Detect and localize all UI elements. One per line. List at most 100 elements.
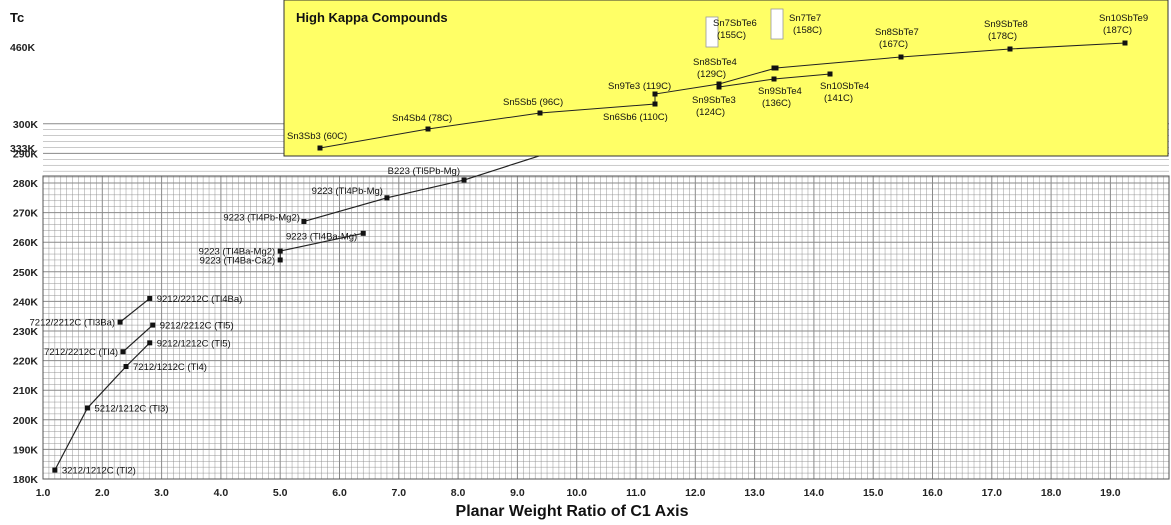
data-point: [120, 349, 126, 355]
data-label: 9223 (Tl4Pb-Mg): [312, 186, 383, 197]
x-tick-label: 14.0: [804, 487, 825, 499]
data-label: 7212/1212C (Tl4): [133, 362, 207, 373]
y-axis-label: Tc: [10, 10, 24, 25]
inset-point: [898, 54, 904, 60]
x-tick-label: 7.0: [391, 487, 406, 499]
y-tick-label: 200K: [13, 415, 39, 427]
inset-label: Sn3Sb3 (60C): [287, 131, 347, 142]
data-label: 7212/2212C (Tl4): [44, 347, 118, 358]
data-label: 5212/1212C (Tl3): [94, 403, 168, 414]
x-tick-label: 15.0: [863, 487, 884, 499]
inset-label: (187C): [1103, 25, 1132, 36]
data-point: [384, 195, 390, 201]
inset-label: (167C): [879, 39, 908, 50]
inset-y-label-bottom: 333K: [10, 143, 36, 155]
data-point: [277, 248, 283, 254]
inset-label: (124C): [696, 107, 725, 118]
x-tick-label: 8.0: [451, 487, 466, 499]
inset-point: [716, 81, 722, 87]
x-tick-label: 10.0: [566, 487, 587, 499]
inset-label: Sn7SbTe6: [713, 18, 757, 29]
inset-point: [771, 65, 777, 71]
main-series-points: 3212/1212C (Tl2) 5212/1212C (Tl3) 7212/121…: [30, 115, 637, 477]
inset-label: Sn9SbTe3: [692, 95, 736, 106]
data-point: [147, 295, 153, 301]
inset-point: [652, 101, 658, 107]
inset-point: [425, 126, 431, 132]
data-point: [301, 218, 307, 224]
x-tick-label: 16.0: [922, 487, 943, 499]
inset-label: Sn10SbTe4: [820, 81, 869, 92]
inset-label: (178C): [988, 31, 1017, 42]
series-line: [122, 324, 154, 353]
inset-label: (129C): [697, 69, 726, 80]
data-point: [117, 319, 123, 325]
y-tick-label: 260K: [13, 237, 39, 249]
data-point: [123, 364, 129, 370]
inset-label: Sn9SbTe4: [758, 86, 802, 97]
inset-label: (158C): [793, 25, 822, 36]
y-tick-label: 290K: [13, 148, 39, 160]
y-tick-label: 230K: [13, 326, 39, 338]
inset-label: (141C): [824, 93, 853, 104]
series-line: [280, 232, 364, 252]
x-tick-label: 9.0: [510, 487, 525, 499]
inset-label: Sn8SbTe7: [875, 27, 919, 38]
y-tick-label: 180K: [13, 474, 39, 486]
data-label: 7212/2212C (Tl3Ba): [30, 318, 116, 329]
inset-marker-box: [770, 8, 784, 40]
x-tick-label: 13.0: [744, 487, 765, 499]
y-tick-label: 210K: [13, 385, 39, 397]
inset-background: [283, 0, 1169, 157]
inset-point: [827, 71, 833, 77]
series-line: [463, 152, 548, 181]
x-axis-label: Planar Weight Ratio of C1 Axis: [456, 503, 689, 520]
inset-label: (155C): [717, 30, 746, 41]
x-tick-label: 18.0: [1041, 487, 1062, 499]
data-point: [461, 177, 467, 183]
inset-label: Sn8SbTe4: [693, 57, 737, 68]
inset-title: High Kappa Compounds: [296, 10, 448, 25]
data-label: 9223 (Tl4Pb-Mg2): [223, 212, 300, 223]
inset-label: Sn9Te3 (119C): [608, 81, 671, 92]
inset-marker-box: [705, 16, 719, 48]
series-line: [303, 197, 388, 223]
series-line: [386, 179, 465, 199]
inset-panel: High Kappa Compounds Sn3Sb3 (60C) Sn4Sb4 …: [283, 0, 1169, 157]
inset-point: [537, 110, 543, 116]
inset-point: [317, 145, 323, 151]
x-tick-label: 5.0: [273, 487, 288, 499]
data-label: 9212/2212C (Tl5): [160, 321, 234, 332]
y-axis-ticks: 180K 190K 200K 210K 220K 230K 240K 250K 260K 270K…: [13, 119, 39, 486]
inset-label: Sn5Sb5 (96C): [503, 97, 563, 108]
data-label: 9223 (Tl4Ba-Ca2): [200, 255, 276, 266]
inset-point: [652, 91, 658, 97]
data-point: [150, 322, 156, 328]
y-tick-label: 190K: [13, 444, 39, 456]
data-point: [84, 405, 90, 411]
x-tick-label: 1.0: [36, 487, 51, 499]
inset-label: Sn9SbTe8: [984, 19, 1028, 30]
inset-label: Sn10SbTe9: [1099, 13, 1148, 24]
inset-label: Sn6Sb6 (110C): [603, 112, 668, 123]
inset-point: [1007, 46, 1013, 52]
inset-lines: [319, 8, 1126, 149]
x-tick-label: 4.0: [214, 487, 229, 499]
y-tick-label: 220K: [13, 356, 39, 368]
series-line: [54, 342, 151, 471]
data-label: 9223 (Tl4Ba-Mg2): [199, 247, 276, 258]
y-tick-label: 300K: [13, 119, 39, 131]
x-tick-label: 17.0: [982, 487, 1003, 499]
data-point: [147, 340, 153, 346]
plot-border: [42, 175, 1170, 480]
main-series-lines: [54, 152, 548, 471]
data-label: 9223 (Tl4Ba-Mg): [286, 231, 357, 242]
inset-label: Sn4Sb4 (78C): [392, 113, 452, 124]
x-tick-label: 11.0: [626, 487, 646, 499]
data-label: 3212/1212C (Tl2): [62, 466, 136, 477]
x-axis-ticks: 1.0 2.0 3.0 4.0 5.0 6.0 7.0 8.0 9.0 10.0 11.0 12.0 1…: [36, 487, 1121, 499]
data-point: [360, 230, 366, 236]
x-tick-label: 19.0: [1100, 487, 1121, 499]
data-point: [277, 257, 283, 263]
